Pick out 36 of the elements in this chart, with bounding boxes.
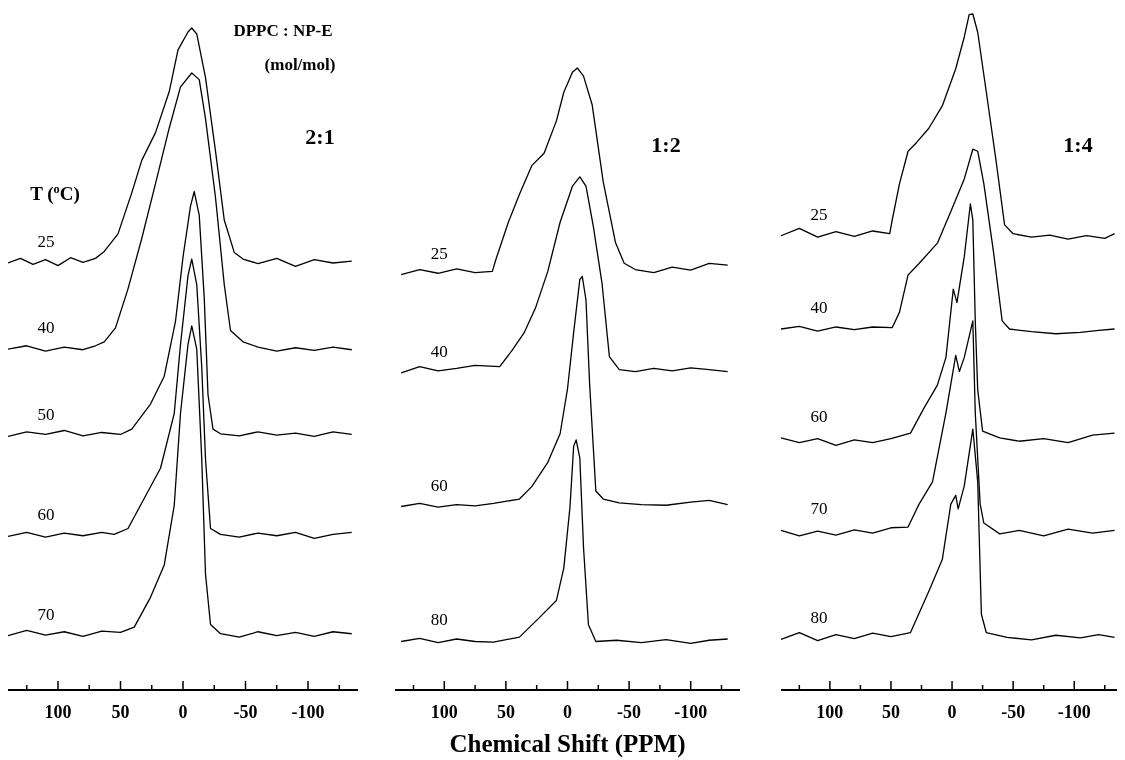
series-label: 80 [810,608,828,628]
series-label: 70 [810,499,828,519]
x-tick-label: -100 [1057,702,1091,722]
series-label: 60 [37,505,55,525]
series-label: 40 [810,298,828,318]
x-tick-label: 50 [881,702,900,722]
annotation: 2:1 [305,124,335,149]
x-tick-label: -100 [674,702,708,722]
x-tick-label: 100 [44,702,72,722]
series-label: 70 [37,604,55,624]
series-label: 60 [430,475,448,495]
series-label: 60 [810,406,828,426]
x-tick-label: -100 [291,702,325,722]
series-label: 40 [37,318,55,338]
series-label: 50 [37,405,55,425]
series-label: 25 [430,243,448,263]
x-axis-title: Chemical Shift (PPM) [449,730,686,758]
series-label: 40 [430,341,448,361]
x-tick-label: 100 [430,702,458,722]
series-label: 80 [430,610,448,630]
series-label: 25 [37,232,55,252]
x-tick-label: 50 [496,702,515,722]
annotation: 1:2 [651,132,681,157]
x-tick-label: 50 [111,702,130,722]
x-tick-label: 0 [947,702,957,722]
x-tick-label: -50 [233,702,258,722]
series-label: 25 [810,204,828,224]
x-tick-label: -50 [617,702,642,722]
annotation: (mol/mol) [264,55,336,74]
x-tick-label: -50 [1001,702,1026,722]
x-tick-label: 0 [563,702,572,722]
annotation: 1:4 [1063,132,1093,157]
annotation: T ($^{o}$C) [30,182,80,205]
x-tick-label: 0 [178,702,188,722]
annotation: DPPC : NP-E [233,21,333,40]
x-tick-label: 100 [816,702,844,722]
